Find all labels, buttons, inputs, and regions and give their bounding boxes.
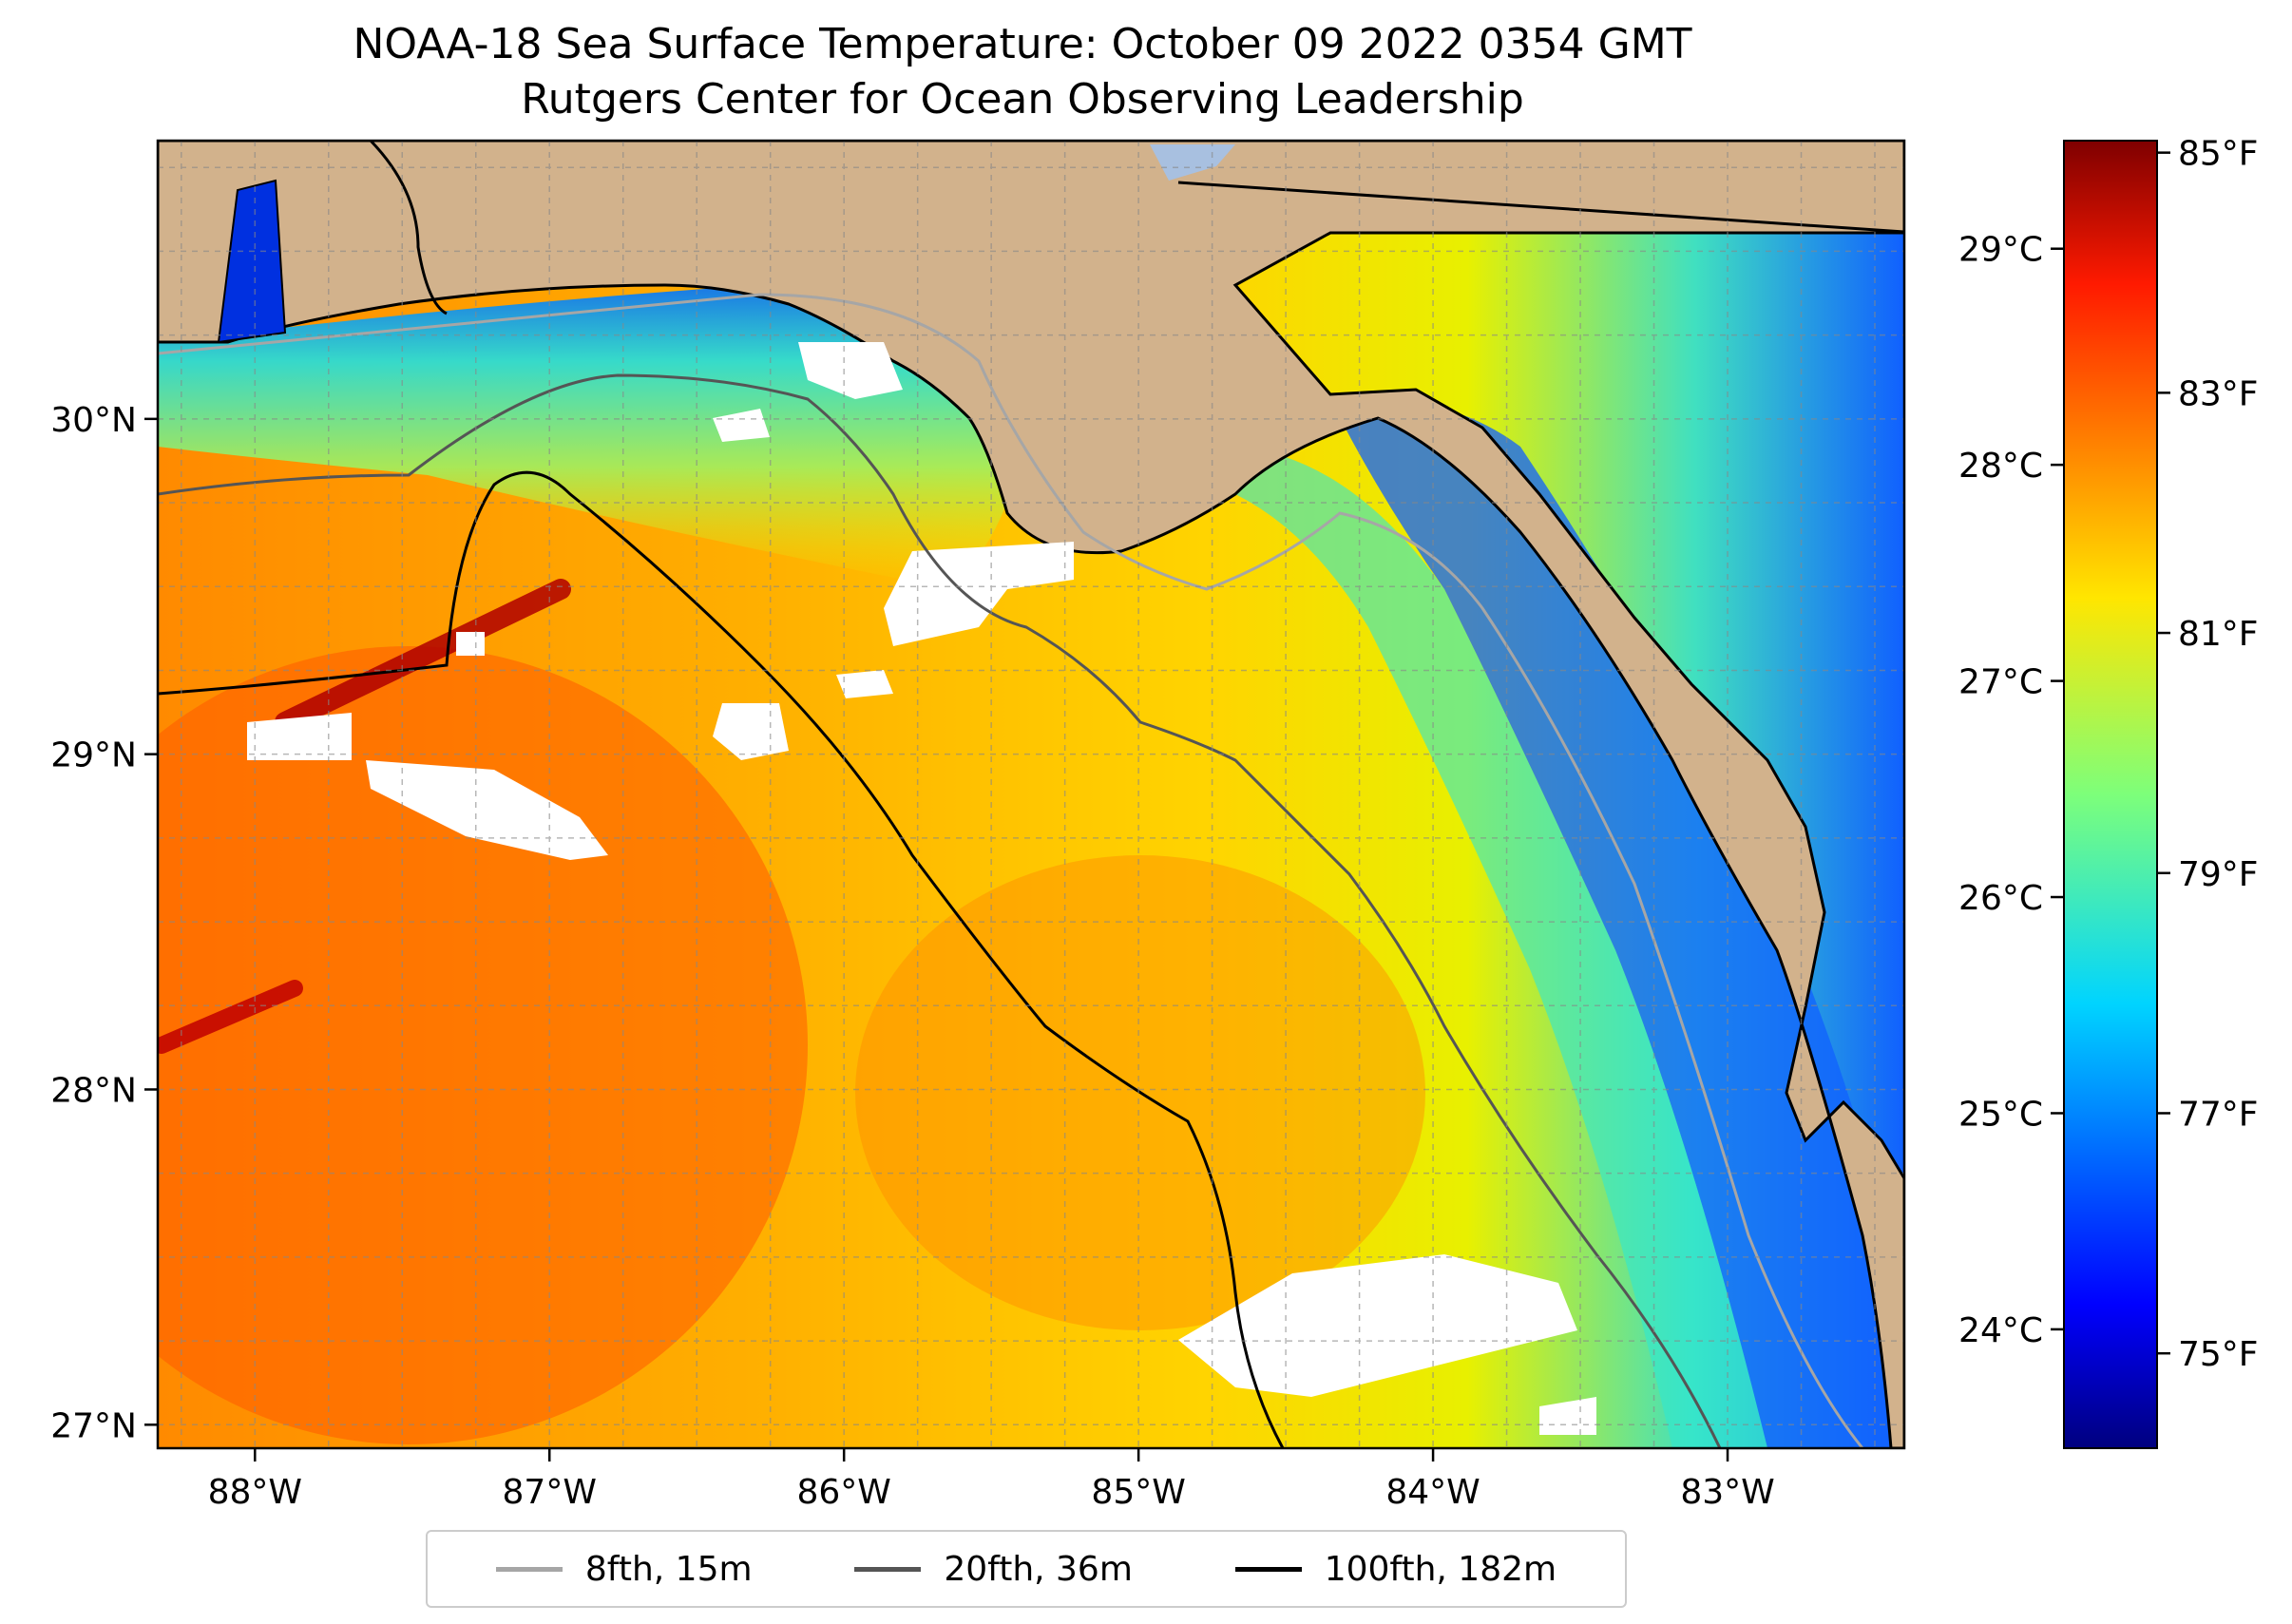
lake xyxy=(1150,144,1235,181)
lat-tick-label: 30°N xyxy=(50,401,137,440)
legend-label-8fth: 8fth, 15m xyxy=(584,1549,753,1589)
celsius-tick-label: 27°C xyxy=(1958,663,2043,702)
map-frame xyxy=(156,139,1906,1450)
map-gridlines xyxy=(158,141,1904,1448)
fahrenheit-tick-label: 81°F xyxy=(2178,615,2259,654)
isobath-20fth xyxy=(158,373,1722,1448)
colorbar-fahrenheit-axis: 75°F 77°F 79°F 81°F 83°F 85°F xyxy=(2157,135,2259,1374)
map-subtitle: Rutgers Center for Ocean Observing Leade… xyxy=(521,75,1524,124)
lat-tick-label: 27°N xyxy=(50,1406,137,1445)
cloud-patch xyxy=(456,632,485,656)
celsius-tick-label: 28°C xyxy=(1958,447,2043,486)
cloud-patch xyxy=(884,542,1074,646)
cloud-patch xyxy=(798,342,903,399)
celsius-tick-label: 25°C xyxy=(1958,1095,2043,1134)
fahrenheit-tick-label: 85°F xyxy=(2178,135,2259,174)
fahrenheit-tick-label: 77°F xyxy=(2178,1095,2259,1134)
celsius-tick-label: 26°C xyxy=(1958,879,2043,918)
legend-label-20fth: 20fth, 36m xyxy=(944,1549,1133,1589)
lat-tick-label: 28°N xyxy=(50,1071,137,1110)
legend-swatch-20fth xyxy=(854,1566,922,1572)
cloud-patch xyxy=(366,760,608,860)
isobath-100fth xyxy=(158,470,1285,1448)
land-mass xyxy=(158,141,1904,1448)
map-title: NOAA-18 Sea Surface Temperature: October… xyxy=(353,20,1692,68)
warm-water-region xyxy=(158,646,808,1444)
fahrenheit-tick-label: 75°F xyxy=(2178,1335,2259,1374)
latitude-axis: 27°N 28°N 29°N 30°N xyxy=(50,401,158,1445)
lon-tick-label: 88°W xyxy=(208,1473,302,1512)
cloud-patch xyxy=(1178,1254,1577,1397)
legend-label-100fth: 100fth, 182m xyxy=(1324,1549,1557,1589)
longitude-axis: 88°W 87°W 86°W 85°W 84°W 83°W xyxy=(208,1448,1775,1512)
fahrenheit-tick-label: 83°F xyxy=(2178,374,2259,413)
colorbar xyxy=(2063,140,2158,1449)
cloud-patch xyxy=(247,713,352,760)
legend-entry-100fth: 100fth, 182m xyxy=(1234,1549,1557,1589)
lon-tick-label: 83°W xyxy=(1680,1473,1774,1512)
isobath-legend: 8fth, 15m 20fth, 36m 100fth, 182m xyxy=(426,1530,1627,1608)
lon-tick-label: 84°W xyxy=(1385,1473,1480,1512)
lon-tick-label: 85°W xyxy=(1091,1473,1185,1512)
lon-tick-label: 87°W xyxy=(503,1473,597,1512)
lat-tick-label: 29°N xyxy=(50,736,137,775)
legend-entry-8fth: 8fth, 15m xyxy=(495,1549,753,1589)
celsius-tick-label: 29°C xyxy=(1958,231,2043,270)
legend-entry-20fth: 20fth, 36m xyxy=(854,1550,1133,1589)
cloud-patch xyxy=(713,409,770,442)
colorbar-celsius-axis: 24°C 25°C 26°C 27°C 28°C 29°C xyxy=(1958,231,2064,1350)
legend-swatch-100fth xyxy=(1234,1566,1302,1572)
fahrenheit-tick-label: 79°F xyxy=(2178,855,2259,894)
isobath-8fth xyxy=(158,293,1864,1448)
transition-water xyxy=(1235,447,1767,1448)
warm-streak xyxy=(275,579,571,733)
lon-tick-label: 86°W xyxy=(796,1473,890,1512)
celsius-tick-label: 24°C xyxy=(1958,1311,2043,1350)
legend-swatch-8fth xyxy=(495,1566,563,1572)
warm-streak xyxy=(158,980,303,1054)
cloud-patch xyxy=(836,670,893,698)
state-border xyxy=(369,141,448,315)
state-border xyxy=(1177,181,1904,234)
cool-eastern-shelf xyxy=(1330,397,1904,1448)
